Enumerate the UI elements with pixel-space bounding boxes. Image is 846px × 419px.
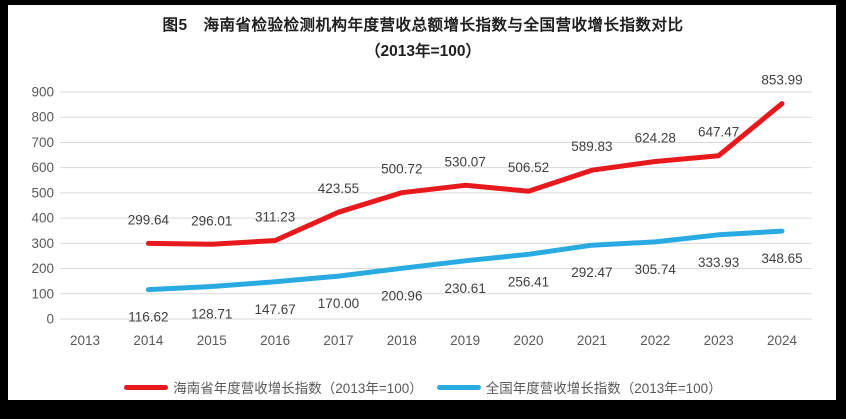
data-label: 170.00	[318, 296, 359, 311]
data-label: 230.61	[445, 281, 486, 296]
data-label: 200.96	[381, 288, 422, 303]
x-axis-tick-label: 2013	[70, 333, 100, 348]
data-label: 256.41	[508, 274, 549, 289]
x-axis-tick-label: 2023	[704, 333, 734, 348]
x-axis-tick-label: 2018	[387, 333, 417, 348]
y-axis-tick-label: 700	[31, 135, 54, 150]
y-axis-tick-label: 400	[31, 211, 54, 226]
data-label: 423.55	[318, 181, 359, 196]
series-line-hainan	[145, 101, 785, 247]
chart-subtitle: （2013年=100）	[365, 43, 481, 60]
legend-marker-national-line	[436, 384, 481, 390]
x-axis-tick-label: 2016	[260, 333, 290, 348]
data-label: 853.99	[761, 73, 802, 88]
data-label: 506.52	[508, 160, 549, 175]
legend-label-hainan: 海南省年度营收增长指数（2013年=100）	[173, 381, 423, 396]
data-label: 128.71	[191, 307, 232, 322]
legend-item-national: 全国年度营收增长指数（2013年=100）	[436, 377, 722, 397]
x-axis-tick-label: 2020	[514, 333, 544, 348]
data-label: 116.62	[128, 310, 168, 325]
x-axis-tick-label: 2017	[323, 333, 353, 348]
series-line-national	[145, 228, 785, 293]
y-axis-tick-label: 600	[31, 160, 54, 175]
data-label: 647.47	[698, 125, 739, 140]
data-label: 299.64	[128, 212, 170, 227]
data-label: 292.47	[571, 265, 612, 280]
data-label: 500.72	[381, 162, 422, 177]
data-label: 296.01	[191, 213, 232, 228]
data-label: 348.65	[761, 251, 802, 266]
legend-label-national: 全国年度营收增长指数（2013年=100）	[485, 381, 722, 396]
legend-marker-hainan-line	[124, 384, 169, 390]
data-label: 589.83	[571, 139, 612, 154]
data-label: 305.74	[635, 262, 677, 277]
x-axis-tick-label: 2015	[197, 333, 227, 348]
y-axis-tick-label: 0	[46, 312, 54, 327]
x-axis-tick-label: 2014	[133, 333, 164, 348]
x-axis-tick-label: 2022	[640, 333, 670, 348]
data-label: 624.28	[635, 131, 676, 146]
data-label: 311.23	[255, 210, 295, 225]
data-label: 147.67	[254, 302, 295, 317]
y-axis-tick-label: 200	[31, 261, 54, 276]
chart-title: 图5 海南省检验检测机构年度营收总额增长指数与全国营收增长指数对比	[162, 17, 684, 34]
y-axis-tick-label: 800	[31, 110, 54, 125]
data-label: 530.07	[445, 154, 486, 169]
x-axis-tick-label: 2024	[767, 333, 798, 348]
x-axis-tick-label: 2019	[450, 333, 480, 348]
chart-panel	[8, 5, 836, 400]
y-axis-tick-label: 300	[31, 236, 54, 251]
legend-item-hainan: 海南省年度营收增长指数（2013年=100）	[124, 377, 423, 397]
y-axis-tick-label: 100	[31, 286, 54, 301]
x-axis-tick-label: 2021	[577, 333, 607, 348]
legend: 海南省年度营收增长指数（2013年=100） 全国年度营收增长指数（2013年=…	[0, 377, 846, 397]
y-axis-tick-label: 500	[31, 185, 54, 200]
y-axis-tick-label: 900	[31, 85, 54, 100]
data-label: 333.93	[698, 255, 739, 270]
